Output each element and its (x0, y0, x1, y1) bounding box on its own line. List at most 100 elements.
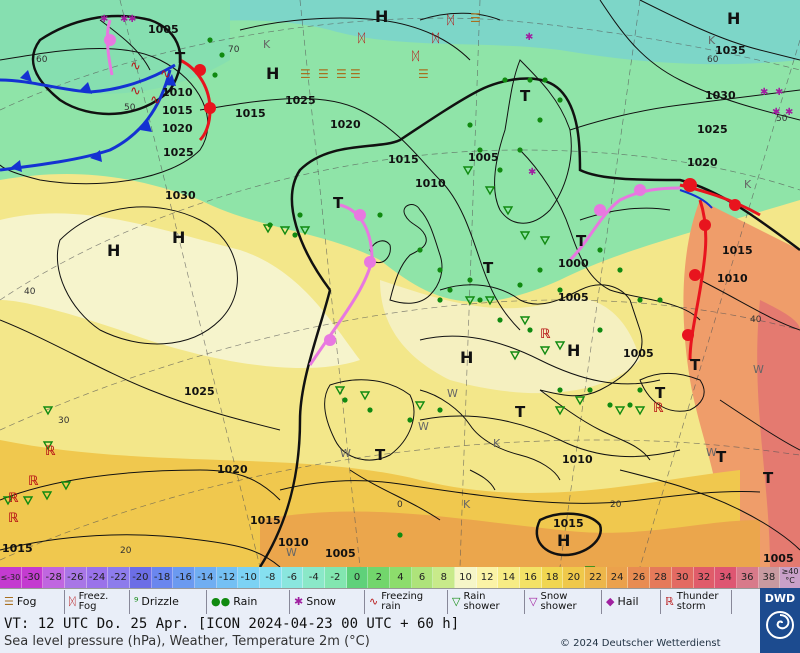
pressure-label: 1025 (163, 146, 194, 159)
fog-icon: ☰ (4, 595, 14, 608)
pale-center-field (380, 280, 640, 394)
pressure-label: 1020 (217, 463, 248, 476)
occluded-front-bump (354, 209, 366, 221)
thunderstorm-icon: ℝ (665, 595, 674, 608)
isobar-thin-7 (439, 179, 521, 331)
snow-symbol: ✱ (525, 32, 533, 43)
isobar-thin-6 (0, 534, 281, 567)
freezing-fog-symbol: ᛞ (447, 13, 454, 27)
pressure-label: 1015 (722, 244, 753, 257)
rain-shower-symbol (484, 186, 496, 196)
legend-label: Rain (233, 595, 258, 608)
pressure-label: 1025 (184, 385, 215, 398)
cold-air-marker: K (263, 38, 271, 51)
freezing-rain-symbol: ∿ (130, 59, 141, 74)
snow-symbol: ✱ (120, 14, 128, 25)
rain-symbol (477, 297, 483, 303)
low-pressure-marker: T (483, 259, 494, 277)
rain-symbol (407, 417, 413, 423)
isobar-thin-2 (199, 98, 441, 181)
rain-symbol (447, 287, 453, 293)
freezing-fog-symbol: ᛞ (358, 31, 365, 45)
rain-shower-symbol (359, 391, 371, 401)
air-mass-markers: K K K K K W W W W W W (263, 34, 764, 559)
scale-cell: -14 (195, 567, 217, 588)
scale-cell: -16 (173, 567, 196, 588)
legend-label: Drizzle (141, 595, 179, 608)
freezing-rain-symbol: ∿ (160, 67, 171, 82)
rain-shower-symbol (614, 406, 626, 416)
warm-front-semicircle (682, 329, 694, 341)
pressure-label: 1015 (235, 107, 266, 120)
rain-shower-symbol (519, 231, 531, 241)
rain-symbol (587, 387, 593, 393)
latitude-labels: 60 50 40 30 20 0 70 60 50 40 20 (24, 45, 788, 556)
pressure-label: 1010 (717, 272, 748, 285)
rain-shower-symbol (299, 226, 311, 236)
rain-symbol (417, 247, 423, 253)
hot-africa-field (260, 511, 760, 567)
fog-symbol: ☰ (318, 67, 329, 81)
scale-high-end-label: ≥40 (781, 567, 799, 576)
scale-cell: 14 (498, 567, 521, 588)
scale-cell: 26 (628, 567, 651, 588)
rain-shower-symbol (41, 491, 53, 501)
isobar-thin-5 (0, 469, 281, 501)
low-pressure-marker: T (763, 469, 774, 487)
isobar-thin-16 (349, 469, 441, 521)
high-pressure-marker: H (375, 7, 388, 26)
freezing-rain-symbol: ∿ (130, 84, 141, 99)
rain-symbol (342, 397, 348, 403)
pressure-label: 1005 (325, 547, 356, 560)
temperature-scale-end: ≥40 °C (780, 567, 800, 588)
scale-cell: -30 (21, 567, 44, 588)
map-info-panel: VT: 12 UTC Do. 25 Apr. [ICON 2024-04-23 … (0, 614, 760, 653)
rain-symbol (377, 212, 383, 218)
fog-symbol: ☰ (350, 67, 361, 81)
pressure-label: 1015 (388, 153, 419, 166)
legend-item-snow-shower: ▽ Snow shower (525, 590, 602, 614)
scale-low-end: ≤-30 (0, 567, 22, 588)
rain-symbol (297, 212, 303, 218)
latitude-label: 20 (610, 500, 622, 510)
pressure-label: 1030 (165, 189, 196, 202)
legend-label: Hail (617, 595, 639, 608)
cold-front-east (679, 189, 713, 209)
warm-air-marker: W (340, 447, 351, 460)
rain-symbol (627, 402, 633, 408)
rain-symbol (542, 77, 548, 83)
high-pressure-marker: H (567, 341, 580, 360)
latitude-label: 50 (776, 114, 788, 124)
scale-cell: -8 (260, 567, 282, 588)
legend-item-snow: ✱ Snow (290, 590, 365, 614)
legend-item-drizzle: ⁹ Drizzle (130, 590, 207, 614)
low-pressure-marker: T (333, 194, 344, 212)
scale-cell: 4 (390, 567, 412, 588)
legend-item-rain: ●● Rain (207, 590, 290, 614)
warm-front-semicircle (194, 64, 206, 76)
fog-symbol: ☰ (418, 67, 429, 81)
pressure-label: 1015 (2, 542, 33, 555)
cold-front-north-atlantic (0, 69, 172, 172)
high-pressure-marker: H (727, 9, 740, 28)
legend-item-rain-shower: ▽ Rain shower (448, 590, 525, 614)
scale-cell: 2 (368, 567, 391, 588)
rain-shower-symbol (462, 166, 474, 176)
isobar-thick-low-north (31, 14, 182, 116)
cold-air-marker: K (493, 437, 501, 450)
occluded-front-bump (364, 256, 376, 268)
pressure-label: 1020 (162, 122, 193, 135)
rain-icon: ●● (211, 595, 231, 608)
rain-symbol (207, 37, 213, 43)
isobar-thick-1015 (290, 77, 800, 291)
pressure-label: 1010 (562, 453, 593, 466)
rain-shower-symbol (60, 481, 72, 491)
thunderstorm-symbol: ℝ (540, 327, 551, 342)
rain-symbol (292, 232, 298, 238)
rain-symbol (397, 532, 403, 538)
rain-symbol (637, 297, 643, 303)
low-pressure-marker: T (716, 448, 727, 466)
rain-shower-symbol (554, 341, 566, 351)
rain-symbol (367, 407, 373, 413)
